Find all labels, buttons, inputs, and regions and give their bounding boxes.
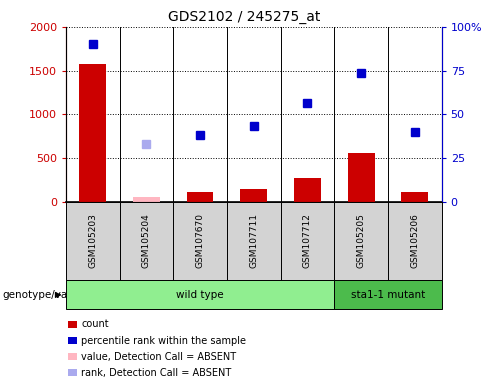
Text: GSM105206: GSM105206 [410,214,419,268]
Text: GSM107711: GSM107711 [249,214,258,268]
Text: wild type: wild type [176,290,224,300]
Bar [80,64,106,202]
Bar [401,192,428,202]
Text: GSM107712: GSM107712 [303,214,312,268]
Bar [187,192,214,202]
FancyArrowPatch shape [56,292,61,298]
Text: percentile rank within the sample: percentile rank within the sample [81,336,246,346]
Text: value, Detection Call = ABSENT: value, Detection Call = ABSENT [81,352,236,362]
Bar [294,177,321,202]
Text: rank, Detection Call = ABSENT: rank, Detection Call = ABSENT [81,368,231,378]
Text: GSM105205: GSM105205 [357,214,366,268]
Text: GSM107670: GSM107670 [196,214,204,268]
Bar [133,197,160,202]
Text: count: count [81,319,109,329]
Text: genotype/variation: genotype/variation [2,290,102,300]
Text: GSM105204: GSM105204 [142,214,151,268]
Text: GSM105203: GSM105203 [88,214,97,268]
Text: GDS2102 / 245275_at: GDS2102 / 245275_at [168,10,320,23]
Text: sta1-1 mutant: sta1-1 mutant [351,290,425,300]
Bar [241,189,267,202]
Bar [347,153,375,202]
